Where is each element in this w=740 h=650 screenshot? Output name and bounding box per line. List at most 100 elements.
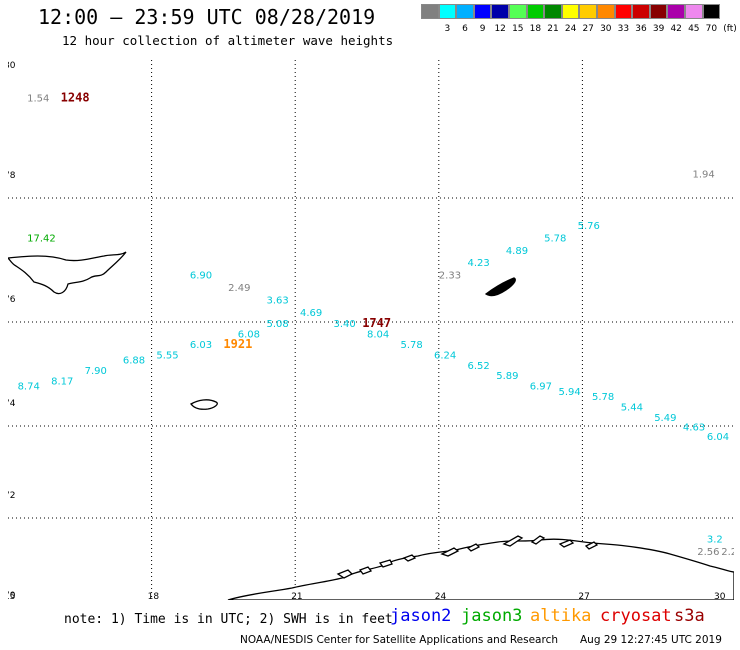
colorbar-label: 39 <box>652 24 665 34</box>
wave-height-label: 6.04 <box>707 432 729 443</box>
colorbar-swatch <box>649 4 668 19</box>
colorbar-label: 21 <box>547 24 559 34</box>
wave-height-label: 4.63 <box>683 423 705 434</box>
wave-height-label: 6.52 <box>468 361 490 372</box>
pass-time-label: 1921 <box>223 337 252 351</box>
lon-tick-label: 15 <box>8 592 15 600</box>
wave-height-label: 5.89 <box>496 371 518 382</box>
wave-height-label: 3.40 <box>333 319 355 330</box>
colorbar-label: 42 <box>670 24 682 34</box>
wave-height-label: 2.33 <box>439 271 461 282</box>
lon-tick-label: 24 <box>435 592 447 600</box>
wave-height-label: 6.24 <box>434 350 456 361</box>
lat-tick-label: 78 <box>8 171 16 181</box>
wave-height-label: 1.94 <box>692 169 714 180</box>
wave-height-label: 1.54 <box>27 93 49 104</box>
wave-observations: 1.54 1248 17.42 1.94 6.90 2.49 3.63 5.08 6.08192… <box>18 90 734 558</box>
colorbar-swatch <box>632 4 650 19</box>
colorbar-swatch <box>685 4 703 19</box>
lon-tick-label: 27 <box>578 592 589 600</box>
lon-tick-label: 18 <box>148 592 160 600</box>
colorbar-unit: (ft) <box>723 24 737 34</box>
generation-timestamp: Aug 29 12:27:45 UTC 2019 <box>580 634 722 646</box>
colorbar-swatch <box>473 4 492 19</box>
colorbar-label: 3 <box>444 24 451 34</box>
wave-height-label: 4.89 <box>506 246 528 257</box>
wave-height-label: 5.76 <box>578 221 600 232</box>
hopen-island <box>484 277 516 297</box>
pass-time-label: 1747 <box>362 316 391 330</box>
colorbar-label: 18 <box>529 24 542 34</box>
colorbar-label: 6 <box>462 24 468 34</box>
colorbar-label: 30 <box>600 24 612 34</box>
footnote: note: 1) Time is in UTC; 2) SWH is in fe… <box>64 612 393 627</box>
colorbar-swatch <box>667 4 685 19</box>
wave-height-label: 8.04 <box>367 330 389 341</box>
lat-tick-label: 80 <box>8 61 16 71</box>
norway-coast <box>227 538 734 600</box>
legend-s3a: s3a <box>674 606 705 626</box>
colorbar-swatch <box>509 4 527 19</box>
legend-cryosat: cryosat <box>600 606 672 626</box>
colorbar-swatch <box>526 4 545 19</box>
axis-labels: 80 78 76 74 72 7015 18 21 24 27 30 <box>8 61 726 600</box>
lat-tick-label: 76 <box>8 295 16 305</box>
map-subtitle: 12 hour collection of altimeter wave hei… <box>62 33 394 48</box>
coastline <box>8 251 734 600</box>
colorbar-label: 36 <box>635 24 647 34</box>
wave-height-label: 4.23 <box>468 258 490 269</box>
wave-height-label: 5.94 <box>558 387 580 398</box>
colorbar-label: 12 <box>494 24 506 34</box>
lon-tick-label: 30 <box>714 592 726 600</box>
colorbar-label: 45 <box>688 24 700 34</box>
wave-height-label: 7.90 <box>85 366 107 377</box>
legend-jason2: jason2 <box>390 606 452 626</box>
wave-height-label: 6.90 <box>190 271 212 282</box>
wave-height-label: 2.2 <box>721 547 734 558</box>
legend-jason3: jason3 <box>461 606 523 626</box>
altimeter-map: 1.54 1248 17.42 1.94 6.90 2.49 3.63 5.08 6.08192… <box>8 60 734 600</box>
colorbar-swatch <box>421 4 439 19</box>
colorbar-swatch <box>456 4 474 19</box>
wave-height-label: 6.88 <box>123 356 145 367</box>
colorbar-label: 24 <box>564 24 577 34</box>
colorbar-swatch <box>702 4 721 19</box>
colorbar-swatch <box>614 4 633 19</box>
wave-height-label: 2.49 <box>228 283 250 294</box>
colorbar-swatch <box>491 4 509 19</box>
wave-height-label: 5.78 <box>401 340 423 351</box>
wave-height-label: 6.03 <box>190 340 212 351</box>
colorbar-swatch <box>561 4 580 19</box>
lon-tick-label: 21 <box>291 592 302 600</box>
colorbar-label: 15 <box>512 24 524 34</box>
wave-height-label: 8.17 <box>51 376 73 387</box>
colorbar-label: 9 <box>479 24 486 34</box>
lat-tick-label: 70 <box>8 591 16 600</box>
colorbar-label: 27 <box>582 24 594 34</box>
wave-height-label: 5.08 <box>266 319 288 330</box>
wave-height-label: 5.78 <box>592 392 614 403</box>
colorbar-label: 70 <box>705 24 718 34</box>
wave-height-label: 5.49 <box>654 413 676 424</box>
colorbar-swatch <box>438 4 457 19</box>
lat-tick-label: 74 <box>8 399 16 409</box>
credit-line: NOAA/NESDIS Center for Satellite Applica… <box>240 634 558 646</box>
wave-height-label: 5.78 <box>544 233 566 244</box>
wave-height-label: 5.44 <box>621 402 643 413</box>
colorbar-swatch <box>579 4 597 19</box>
wave-height-label: 4.69 <box>300 308 322 319</box>
wave-height-label: 8.74 <box>18 382 40 393</box>
bear-island <box>190 399 218 410</box>
wave-height-label: 6.97 <box>530 382 552 393</box>
wave-height-label: 5.55 <box>156 350 178 361</box>
wave-height-label: 3.2 <box>707 535 723 546</box>
lat-tick-label: 72 <box>8 491 15 501</box>
legend-altika: altika <box>530 606 592 626</box>
colorbar-swatch <box>597 4 615 19</box>
colorbar-swatch <box>544 4 562 19</box>
fjord-islands <box>336 535 599 579</box>
colorbar-label: 33 <box>617 24 630 34</box>
svalbard-coast-west <box>8 251 127 295</box>
wave-height-label: 6.08 <box>238 330 260 341</box>
wave-height-label: 2.56 <box>697 547 719 558</box>
